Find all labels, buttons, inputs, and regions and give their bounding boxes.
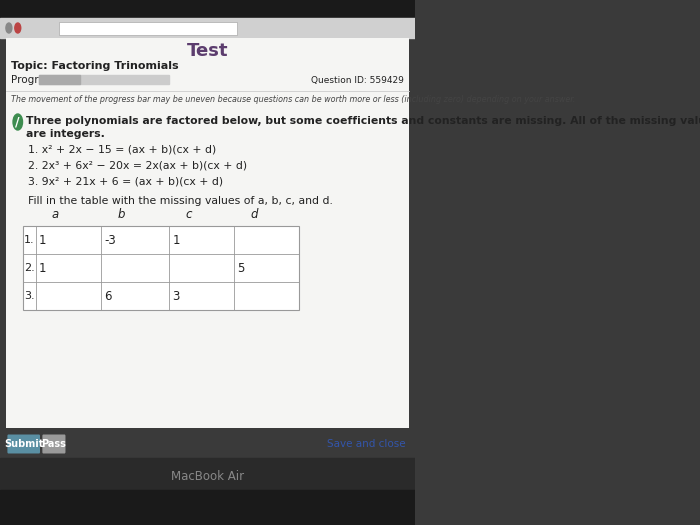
Bar (38, 75, 80, 84)
Text: Test: Test (187, 42, 228, 60)
FancyBboxPatch shape (8, 435, 40, 454)
Text: 6: 6 (104, 289, 112, 302)
Bar (0, 458, 415, 525)
Circle shape (15, 23, 21, 33)
Text: Save and close: Save and close (327, 439, 405, 449)
Text: 3: 3 (172, 289, 180, 302)
Text: /: / (15, 116, 20, 129)
Text: Topic: Factoring Trinomials: Topic: Factoring Trinomials (10, 61, 178, 71)
Text: Pass: Pass (41, 439, 66, 449)
Circle shape (13, 114, 22, 130)
Text: c: c (186, 207, 192, 220)
Text: 3. 9x² + 21x + 6 = (ax + b)(cx + d): 3. 9x² + 21x + 6 = (ax + b)(cx + d) (29, 176, 223, 186)
Text: The movement of the progress bar may be uneven because questions can be worth mo: The movement of the progress bar may be … (10, 96, 575, 104)
Text: 1: 1 (39, 234, 47, 247)
Bar (0, 490, 415, 525)
Text: Submit: Submit (4, 439, 43, 449)
Text: 1: 1 (172, 234, 180, 247)
Text: 1. x² + 2x − 15 = (ax + b)(cx + d): 1. x² + 2x − 15 = (ax + b)(cx + d) (29, 144, 217, 154)
Text: MacBook Air: MacBook Air (171, 469, 244, 482)
Text: 1: 1 (39, 261, 47, 275)
Bar (6, 38, 409, 428)
Text: 3.: 3. (25, 291, 35, 301)
Text: 5: 5 (237, 261, 245, 275)
FancyBboxPatch shape (43, 435, 66, 454)
Text: a: a (52, 207, 59, 220)
Bar (0, 18, 415, 38)
Text: Progress:: Progress: (10, 75, 59, 85)
Text: b: b (118, 207, 125, 220)
Circle shape (6, 23, 12, 33)
Text: Fill in the table with the missing values of a, b, c, and d.: Fill in the table with the missing value… (29, 196, 333, 206)
Bar (22, 226, 299, 310)
Text: 2. 2x³ + 6x² − 20x = 2x(ax + b)(cx + d): 2. 2x³ + 6x² − 20x = 2x(ax + b)(cx + d) (29, 160, 248, 170)
Bar (60, 22, 237, 35)
Text: 1.: 1. (25, 235, 35, 245)
Text: -3: -3 (104, 234, 116, 247)
Text: 2.: 2. (25, 263, 35, 273)
Text: d: d (251, 207, 258, 220)
Text: Three polynomials are factored below, but some coefficients and constants are mi: Three polynomials are factored below, bu… (26, 116, 700, 126)
Bar (38, 75, 169, 84)
Bar (0, 0, 415, 18)
Text: Question ID: 559429: Question ID: 559429 (312, 76, 404, 85)
Text: are integers.: are integers. (26, 129, 105, 139)
